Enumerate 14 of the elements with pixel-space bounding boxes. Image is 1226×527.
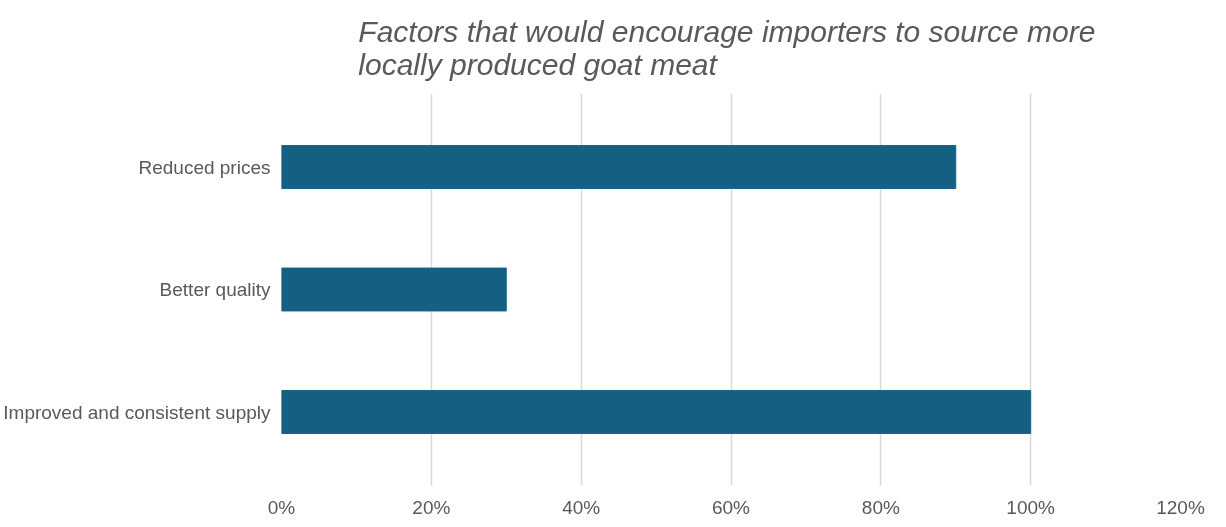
- x-tick-label: 100%: [1006, 496, 1056, 518]
- bar: [281, 145, 957, 189]
- bar: [281, 390, 1032, 434]
- x-tick-label: 80%: [861, 496, 900, 518]
- x-tick-label: 20%: [412, 496, 451, 518]
- y-tick-label: Improved and consistent supply: [3, 401, 271, 423]
- x-tick-label: 60%: [711, 496, 751, 518]
- chart-title: Factors that would encourage importers to source more locally produced goat meat: [358, 15, 1096, 81]
- y-tick-label: Reduced prices: [138, 156, 271, 178]
- x-tick-label: 120%: [1156, 496, 1205, 518]
- bar: [281, 267, 507, 312]
- x-tick-label: 0%: [267, 496, 296, 518]
- y-tick-label: Better quality: [159, 279, 271, 300]
- x-tick-label: 40%: [562, 496, 601, 518]
